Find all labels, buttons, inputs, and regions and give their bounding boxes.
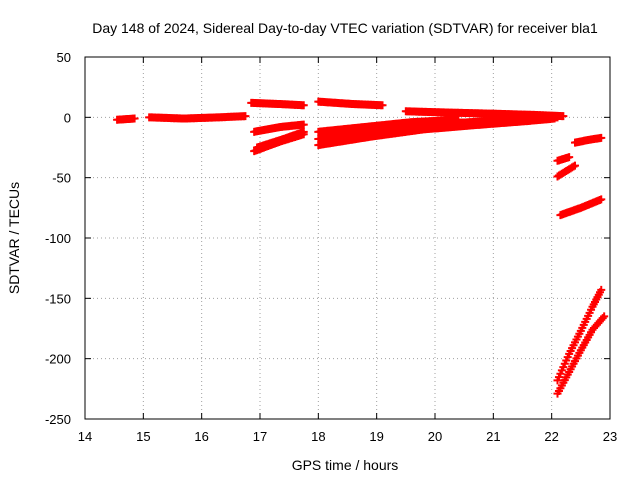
data-point — [299, 101, 308, 110]
series-arc-6 — [253, 127, 308, 152]
data-point — [597, 133, 606, 142]
x-tick-label: 17 — [253, 429, 267, 444]
y-tick-label: 0 — [64, 110, 71, 125]
series-arc-18 — [553, 312, 609, 398]
series-arc-2 — [145, 112, 250, 123]
data-point — [597, 285, 606, 294]
y-tick-label: 50 — [57, 50, 71, 65]
data-point — [547, 113, 556, 122]
y-tick-label: -50 — [52, 171, 71, 186]
x-tick-label: 18 — [311, 429, 325, 444]
x-tick-label: 14 — [78, 429, 92, 444]
series-arc-4 — [250, 120, 308, 136]
series-arc-3 — [247, 98, 308, 110]
data-point — [299, 127, 308, 136]
axis-ticks — [84, 56, 611, 420]
chart-title: Day 148 of 2024, Sidereal Day-to-day VTE… — [92, 20, 598, 36]
data-point — [299, 120, 308, 129]
x-tick-label: 15 — [136, 429, 150, 444]
data-point — [571, 161, 579, 170]
series-arc-13 — [553, 153, 574, 165]
y-tick-label: -150 — [45, 291, 71, 306]
x-tick-label: 23 — [603, 429, 617, 444]
data-point — [378, 101, 387, 110]
series-arc-17 — [553, 285, 606, 385]
data-point — [565, 153, 574, 162]
x-tick-label: 22 — [544, 429, 558, 444]
data-series — [113, 97, 609, 398]
series-arc-1 — [113, 114, 139, 124]
data-point — [130, 114, 139, 123]
data-point — [559, 112, 568, 121]
series-arc-12 — [431, 113, 556, 128]
data-point — [597, 195, 606, 204]
series-arc-7 — [314, 97, 387, 110]
y-tick-label: -100 — [45, 231, 71, 246]
data-point — [598, 314, 607, 323]
data-point — [241, 112, 250, 121]
series-arc-15 — [571, 133, 606, 147]
x-tick-label: 16 — [194, 429, 208, 444]
x-tick-label: 21 — [486, 429, 500, 444]
series-arc-14 — [553, 161, 579, 181]
x-tick-labels: 14 15 16 17 18 19 20 21 22 23 — [78, 429, 617, 444]
series-arc-16 — [556, 195, 606, 220]
data-point — [600, 312, 609, 321]
x-tick-label: 19 — [369, 429, 383, 444]
x-tick-label: 20 — [428, 429, 442, 444]
y-tick-labels: -250 -200 -150 -100 -50 0 50 — [45, 50, 71, 427]
x-axis-title: GPS time / hours — [292, 457, 399, 473]
y-tick-label: -250 — [45, 412, 71, 427]
y-axis-title: SDTVAR / TECUs — [6, 182, 22, 294]
y-tick-label: -200 — [45, 352, 71, 367]
